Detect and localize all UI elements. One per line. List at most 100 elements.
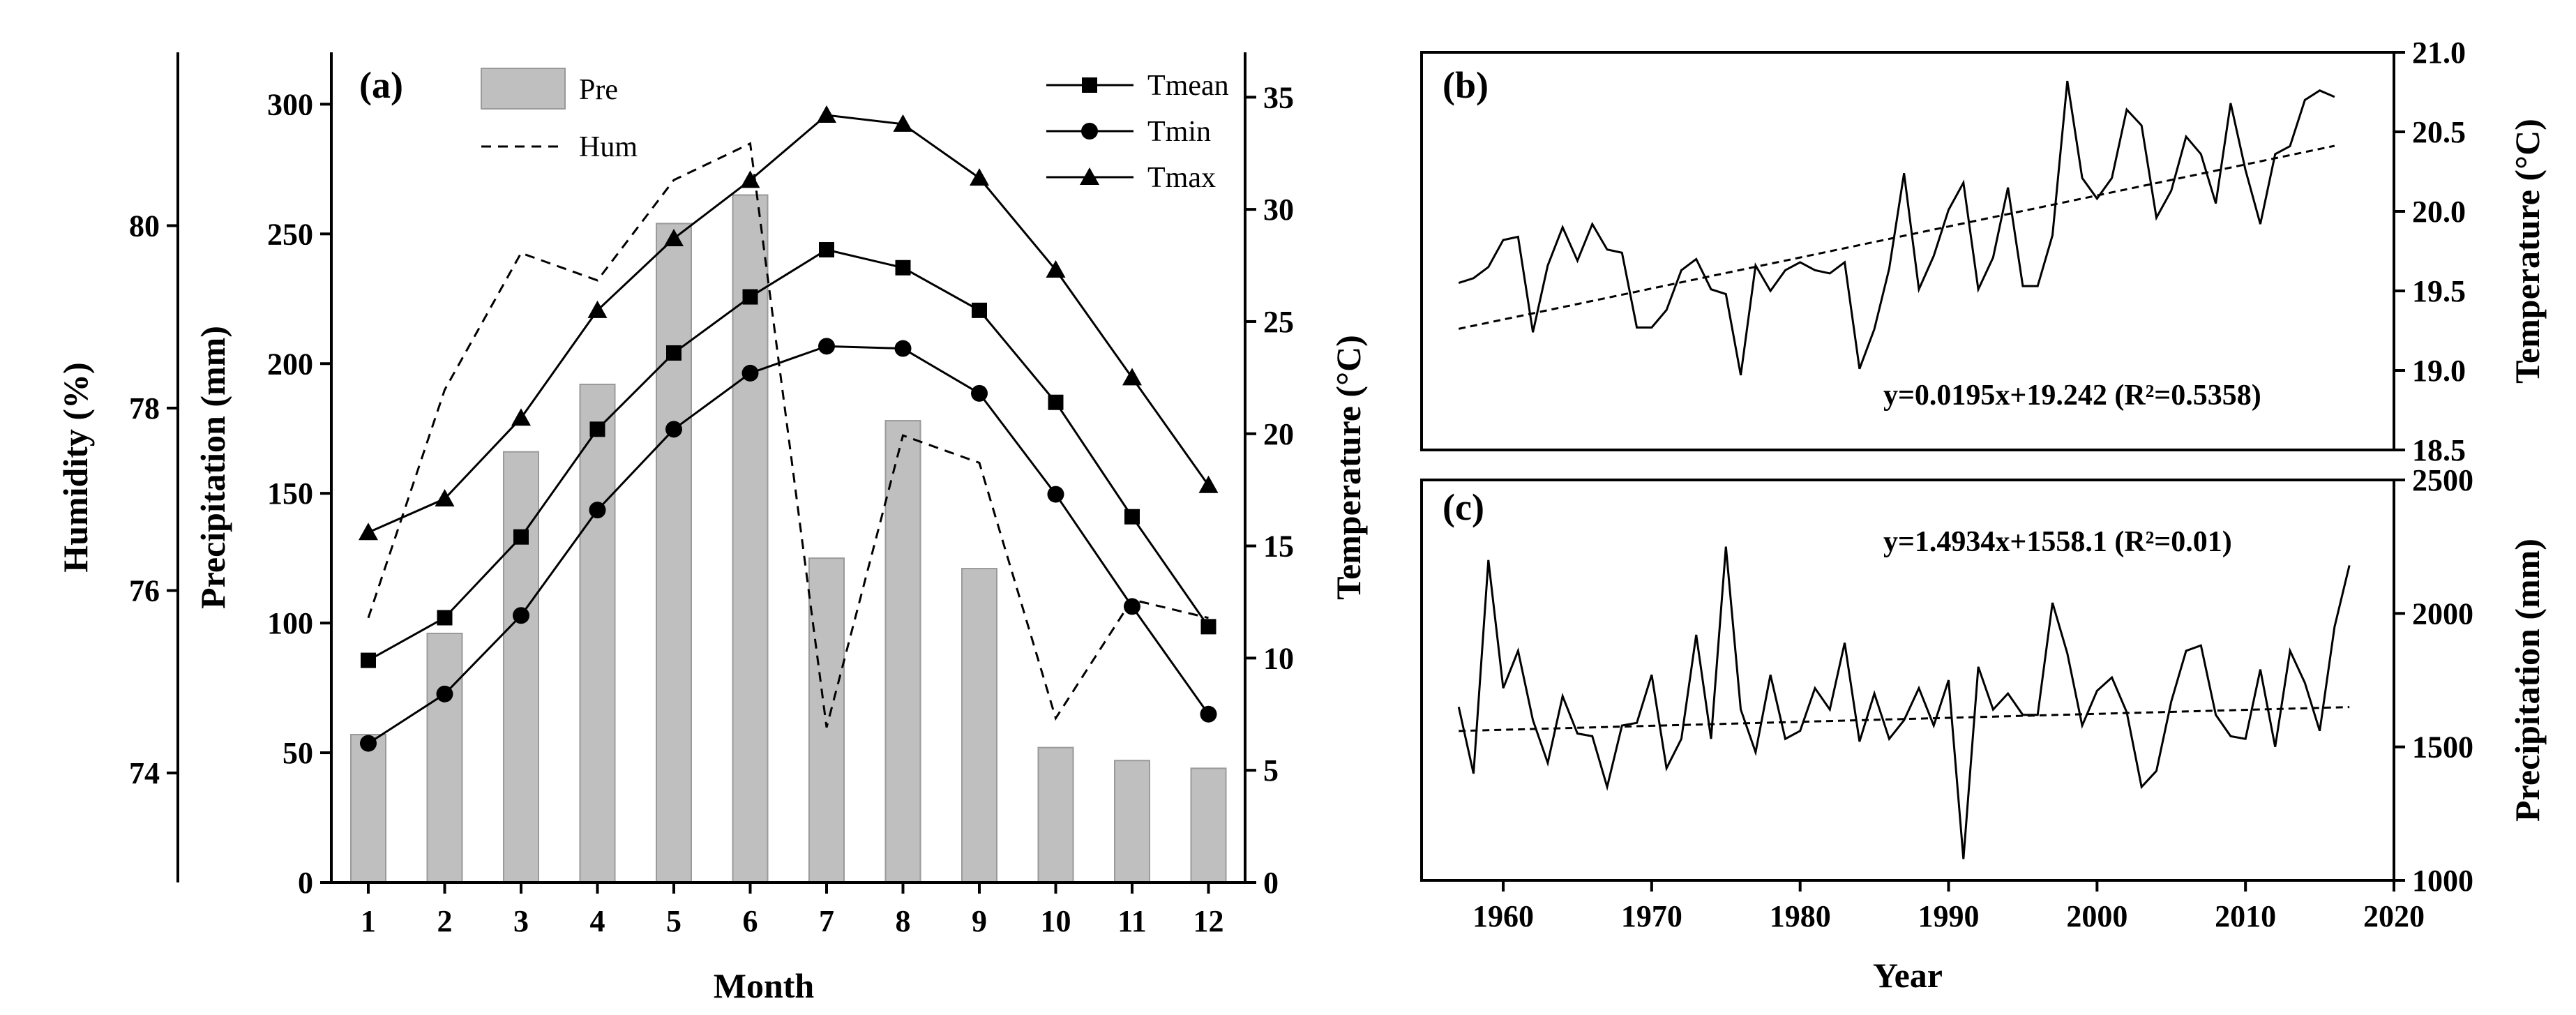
tmin-point — [894, 340, 912, 357]
pre-bar — [350, 734, 386, 883]
tmin-point — [971, 384, 988, 402]
panel-a-tag: (a) — [359, 64, 403, 106]
month-tick-label: 2 — [437, 904, 453, 938]
tmean-line — [368, 248, 1210, 661]
tmean-point — [361, 652, 376, 668]
pre-bar — [808, 557, 845, 883]
temp-tick-label: 5 — [1263, 753, 1279, 788]
precip-tick-label: 200 — [267, 347, 313, 381]
precip-tick-label: 250 — [267, 217, 313, 251]
year-tick-label: 2000 — [2066, 899, 2127, 933]
month-tick-label: 7 — [819, 904, 834, 938]
tmax-point — [664, 228, 684, 246]
tmin-point — [818, 338, 835, 355]
tmin-point — [1047, 486, 1064, 503]
tmean-point — [513, 529, 529, 545]
panel-c-x-axis-title: Year — [1873, 956, 1943, 995]
panel-c-y-axis-title: Precipitation (mm) — [2508, 539, 2547, 822]
temp-tick-label: 30 — [1263, 193, 1294, 227]
legend-tmean-label: Tmean — [1147, 70, 1229, 102]
humidity-axis-title: Humidity (%) — [56, 362, 95, 572]
precip-tick-label: 0 — [298, 866, 313, 900]
tmax-point — [359, 522, 378, 541]
tmin-point — [436, 685, 453, 702]
panel-a-x-axis-title: Month — [714, 966, 815, 1005]
month-tick-label: 12 — [1193, 904, 1224, 938]
tmax-point — [435, 489, 455, 507]
tmax-point — [970, 168, 989, 186]
tmax-point — [893, 114, 913, 132]
month-tick-label: 6 — [743, 904, 758, 938]
tmax-point — [817, 105, 836, 123]
panel-b-y-tick-label: 19.0 — [2412, 354, 2466, 388]
panel-b-trend-line — [1458, 144, 2335, 330]
panel-c-y-tick-label: 1500 — [2412, 730, 2473, 765]
panel-c-y-tick-label: 2000 — [2412, 596, 2473, 631]
tmean-point — [437, 610, 453, 626]
panel-c-trend-equation: y=1.4934x+1558.1 (R²=0.01) — [1883, 526, 2232, 558]
tmean-point — [589, 421, 605, 437]
tmean-point — [742, 289, 758, 305]
panel-b-temperature-line — [1458, 80, 2335, 376]
precip-tick-label: 50 — [283, 736, 313, 770]
panel-c-trend-line — [1459, 706, 2350, 732]
panel-b-frame — [1420, 51, 2395, 451]
tmean-point — [1200, 619, 1217, 635]
temp-tick-label: 0 — [1263, 866, 1279, 900]
pre-bar — [1190, 767, 1227, 883]
tmin-line — [368, 345, 1210, 744]
pre-bar — [884, 420, 921, 883]
tmin-point — [360, 735, 377, 752]
pre-bar — [426, 633, 463, 883]
panel-b-y-tick-label: 20.0 — [2412, 195, 2466, 229]
year-tick-label: 1960 — [1472, 899, 1534, 933]
panel-b-tag: (b) — [1443, 64, 1489, 106]
precip-tick-label: 100 — [267, 606, 313, 640]
year-tick-label: 2010 — [2215, 899, 2276, 933]
month-tick-label: 8 — [896, 904, 911, 938]
tmin-point — [513, 607, 529, 624]
legend-tmax-marker — [1080, 167, 1099, 185]
pre-bar — [732, 194, 769, 883]
humidity-tick-label: 80 — [129, 209, 160, 243]
temp-tick-label: 25 — [1263, 305, 1294, 339]
panel-b-y-tick-label: 19.5 — [2412, 274, 2466, 308]
panel-a-chart: (a) Month 050100150200250300747678800510… — [56, 52, 1368, 1005]
tmax-line — [368, 114, 1210, 534]
tmean-point — [1048, 394, 1064, 410]
tmin-point — [1200, 705, 1217, 723]
legend-tmax-label: Tmax — [1147, 162, 1216, 194]
month-tick-label: 9 — [972, 904, 987, 938]
panel-b-trend-equation: y=0.0195x+19.242 (R²=0.5358) — [1883, 379, 2261, 412]
year-tick-label: 1970 — [1621, 899, 1682, 933]
panel-b-y-tick-label: 20.5 — [2412, 115, 2466, 149]
pre-bar — [1114, 760, 1150, 883]
tmax-point — [1122, 368, 1142, 386]
temp-tick-label: 20 — [1263, 417, 1294, 451]
pre-bar — [1037, 746, 1074, 883]
legend-tmin-marker — [1081, 123, 1098, 140]
legend-hum-label: Hum — [579, 131, 638, 163]
humidity-tick-label: 76 — [129, 574, 160, 608]
legend-tmin-label: Tmin — [1147, 116, 1211, 148]
panel-b-y-tick-label: 21.0 — [2412, 36, 2466, 70]
pre-bar — [503, 451, 539, 883]
humidity-tick-label: 74 — [129, 756, 160, 790]
panel-c-frame — [1420, 479, 2395, 882]
year-tick-label: 1990 — [1918, 899, 1980, 933]
temp-tick-label: 15 — [1263, 529, 1294, 564]
legend-tmean-marker — [1082, 77, 1097, 93]
tmax-point — [740, 170, 760, 188]
tmax-point — [587, 300, 608, 318]
pre-bar — [961, 568, 997, 883]
tmean-point — [819, 242, 834, 258]
hum-line — [367, 142, 1209, 728]
humidity-tick-label: 78 — [129, 391, 160, 426]
tmax-point — [511, 408, 531, 426]
tmin-point — [741, 364, 759, 382]
tmin-point — [1124, 598, 1140, 615]
month-tick-label: 11 — [1117, 904, 1147, 938]
tmin-point — [665, 421, 682, 438]
precip-axis-title: Precipitation (mm) — [193, 326, 232, 609]
